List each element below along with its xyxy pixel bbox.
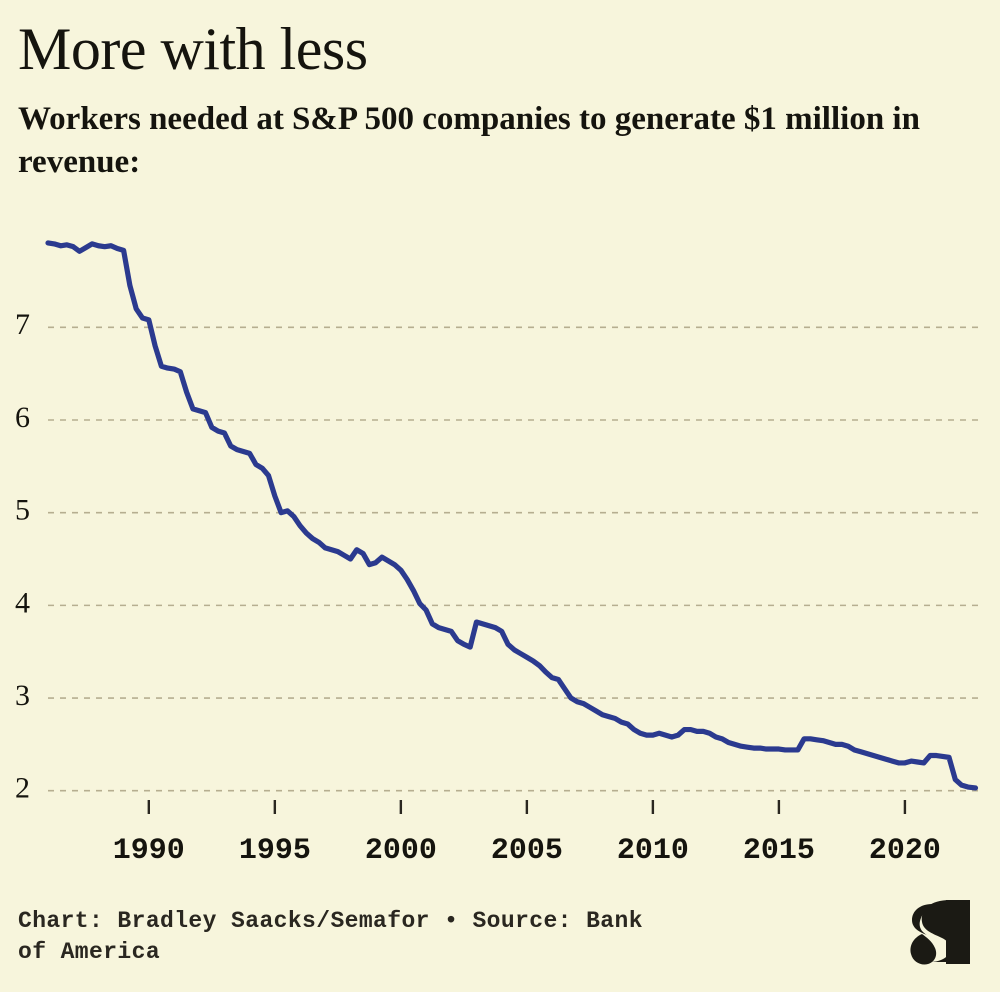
y-axis-tick-label: 3	[15, 679, 30, 712]
semafor-logo	[910, 900, 970, 965]
x-axis-tick-label: 2005	[491, 834, 563, 868]
y-axis-tick-label: 7	[15, 308, 30, 341]
line-chart: 7 6 5 4 3 2 1990 1995 2000 2005 2010 2015 2020	[15, 240, 979, 868]
x-axis-ticks-group	[147, 800, 907, 814]
x-axis-tick-label: 1990	[113, 834, 185, 868]
chart-plot-area: 7 6 5 4 3 2 1990 1995 2000 2005 2010 2015 2020	[0, 212, 1000, 872]
y-axis-tick-label: 6	[15, 401, 30, 434]
x-axis-tick-label: 2020	[869, 834, 941, 868]
y-axis-tick-label: 2	[15, 772, 30, 805]
x-axis-labels-group: 1990 1995 2000 2005 2010 2015 2020	[113, 834, 941, 868]
x-axis-tick-label: 2015	[743, 834, 815, 868]
y-axis-tick-label: 5	[15, 494, 30, 527]
chart-subtitle: Workers needed at S&P 500 companies to g…	[18, 101, 920, 180]
credit-source-text: Chart: Bradley Saacks/Semafor • Source: …	[18, 908, 643, 965]
chart-footer: Chart: Bradley Saacks/Semafor • Source: …	[18, 900, 978, 984]
y-axis-labels-group: 7 6 5 4 3 2	[15, 308, 30, 804]
x-axis-tick-label: 1995	[239, 834, 311, 868]
x-axis-tick-label: 2010	[617, 834, 689, 868]
data-series-line	[45, 240, 979, 791]
x-axis-tick-label: 2000	[365, 834, 437, 868]
y-axis-tick-label: 4	[15, 586, 30, 619]
chart-header: More with less Workers needed at S&P 500…	[18, 14, 978, 184]
page-title: More with less	[18, 16, 368, 82]
